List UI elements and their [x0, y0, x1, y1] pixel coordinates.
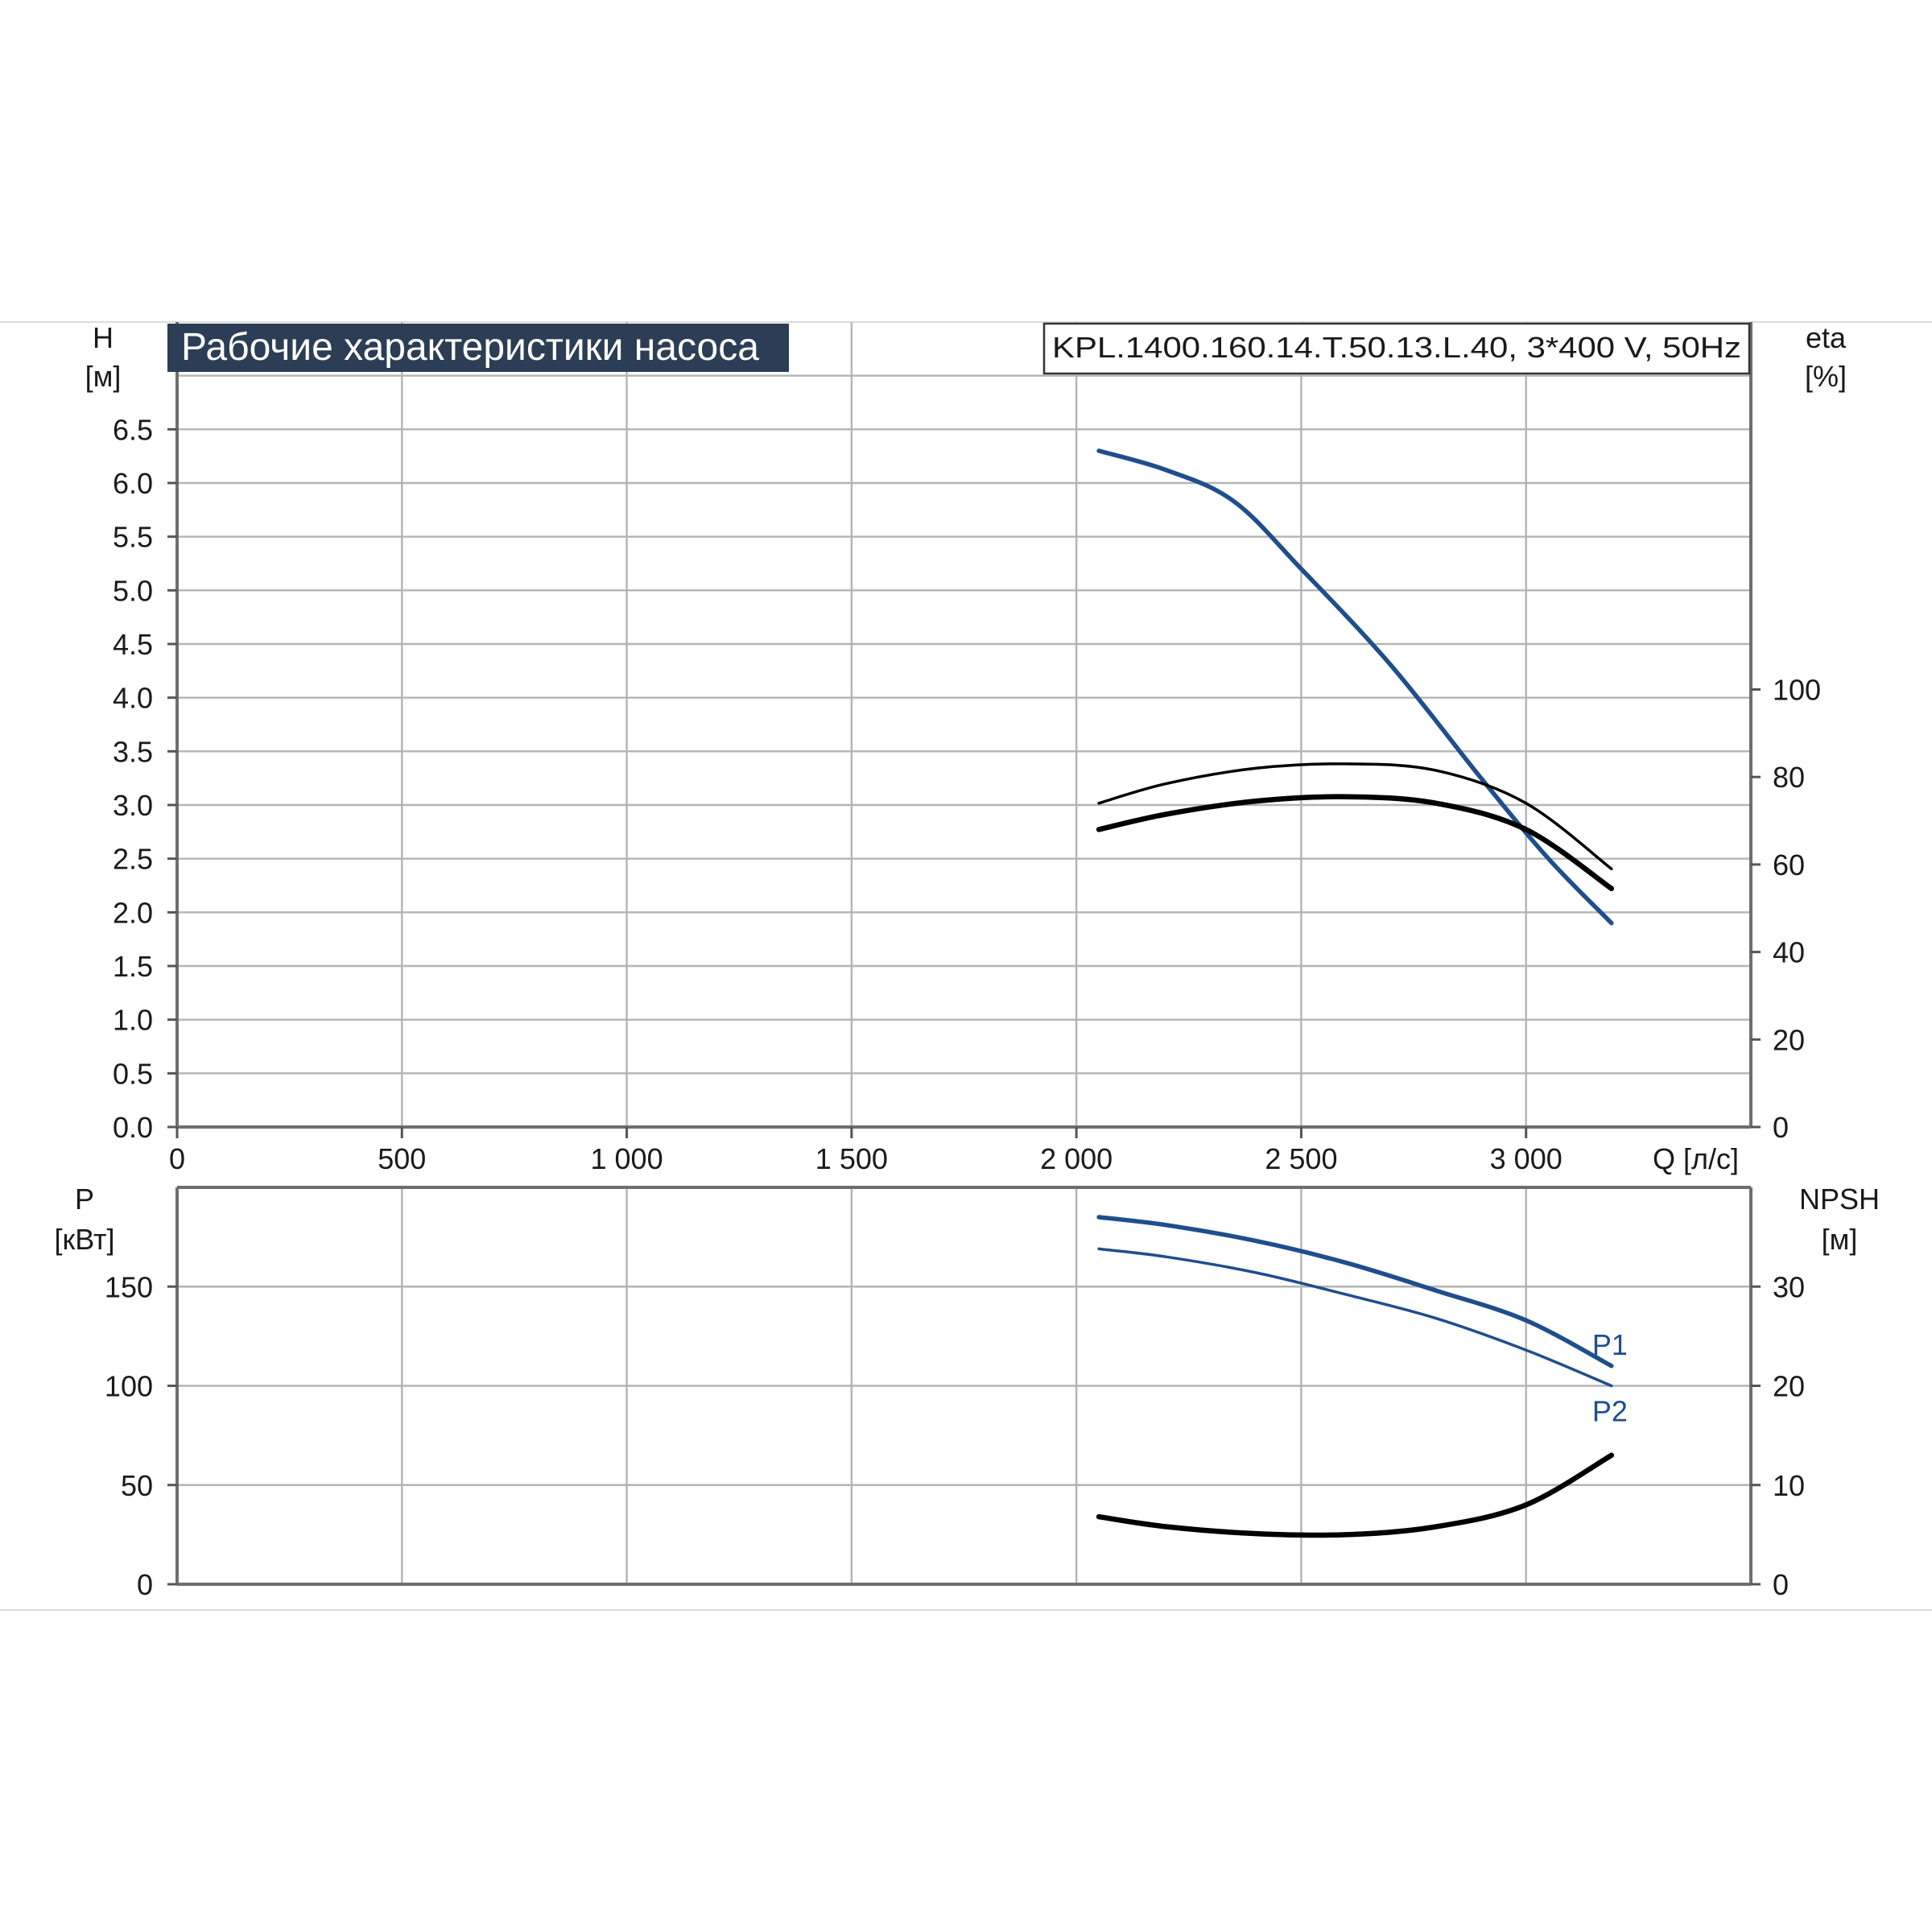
p2-power-curve — [1097, 1247, 1613, 1388]
p1-power-curve — [1096, 1215, 1614, 1368]
chart-title-box — [167, 324, 789, 372]
y-left-tick-label: 4.0 — [113, 682, 153, 715]
y-left-tick-label: 6.5 — [113, 413, 153, 446]
x-tick-label: 2 000 — [1040, 1142, 1113, 1175]
y-left-tick-label: 2.5 — [113, 843, 153, 876]
npsh-tick-label: 30 — [1773, 1270, 1805, 1303]
top-grid — [177, 322, 1751, 1127]
x-tick-label: 500 — [378, 1142, 426, 1175]
y-right-tick-label: 60 — [1773, 848, 1805, 881]
x-tick-label: 3 000 — [1490, 1142, 1563, 1175]
model-label: KPL.1400.160.14.T.50.13.L.40, 3*400 V, 5… — [1052, 331, 1741, 364]
x-tick-label: 1 500 — [815, 1142, 888, 1175]
top-tick-labels: 0 500 1 000 1 500 2 000 2 500 3 000 0.0 0.5 1.0 1.… — [113, 413, 1821, 1175]
bottom-right-axis-name: NPSH — [1799, 1183, 1880, 1216]
chart-title: Рабочие характеристики насоса — [181, 326, 759, 369]
y-right-tick-label: 0 — [1773, 1111, 1789, 1144]
top-right-axis-name: eta — [1806, 321, 1847, 354]
x-axis-label: Q [л/с] — [1653, 1142, 1739, 1175]
y-left-tick-label: 0.5 — [113, 1057, 153, 1090]
y-left-tick-label: 3.5 — [113, 735, 153, 768]
y-left-tick-label: 1.0 — [113, 1004, 153, 1037]
y-right-tick-label: 100 — [1773, 674, 1821, 707]
p-tick-label: 150 — [105, 1270, 153, 1303]
p-tick-label: 0 — [137, 1568, 153, 1601]
top-curves — [1096, 448, 1615, 926]
y-right-tick-label: 40 — [1773, 936, 1805, 969]
npsh-tick-label: 10 — [1773, 1469, 1805, 1502]
top-right-axis-unit: [%] — [1805, 360, 1847, 393]
bottom-curves: P1 P2 — [1096, 1215, 1628, 1538]
x-tick-label: 2 500 — [1265, 1142, 1337, 1175]
y-right-tick-label: 80 — [1773, 761, 1805, 794]
bottom-left-axis-unit: [кВт] — [54, 1223, 114, 1256]
npsh-tick-label: 0 — [1773, 1568, 1789, 1601]
y-right-tick-label: 20 — [1773, 1023, 1805, 1056]
bottom-left-axis-name: P — [75, 1183, 94, 1216]
p-tick-label: 100 — [105, 1370, 153, 1403]
x-tick-label: 1 000 — [591, 1142, 663, 1175]
bottom-tick-labels: 0 50 100 150 0 10 20 30 — [105, 1270, 1805, 1601]
p1-curve-label: P1 — [1592, 1328, 1628, 1361]
head-curve — [1096, 448, 1614, 926]
y-left-tick-label: 2.0 — [113, 896, 153, 929]
y-left-tick-label: 6.0 — [113, 467, 153, 500]
top-plot-frame — [175, 322, 1752, 1129]
bottom-grid — [177, 1186, 1751, 1584]
bottom-right-axis-unit: [м] — [1822, 1223, 1858, 1256]
model-label-box — [1042, 322, 1751, 375]
y-left-tick-label: 1.5 — [113, 950, 153, 983]
x-tick-label: 0 — [169, 1142, 185, 1175]
y-left-tick-label: 5.5 — [113, 521, 153, 554]
npsh-tick-label: 20 — [1773, 1370, 1805, 1403]
y-left-tick-label: 3.0 — [113, 789, 153, 822]
efficiency-curve-lower — [1096, 794, 1615, 892]
p2-curve-label: P2 — [1592, 1395, 1628, 1428]
y-left-tick-label: 0.0 — [113, 1111, 153, 1144]
top-left-axis-name: H — [93, 321, 114, 354]
top-left-axis-unit: [м] — [85, 360, 122, 393]
y-left-tick-label: 5.0 — [113, 574, 153, 607]
efficiency-curve-upper — [1097, 762, 1613, 871]
p-tick-label: 50 — [121, 1469, 153, 1502]
y-left-tick-label: 4.5 — [113, 628, 153, 661]
npsh-curve — [1096, 1452, 1615, 1538]
